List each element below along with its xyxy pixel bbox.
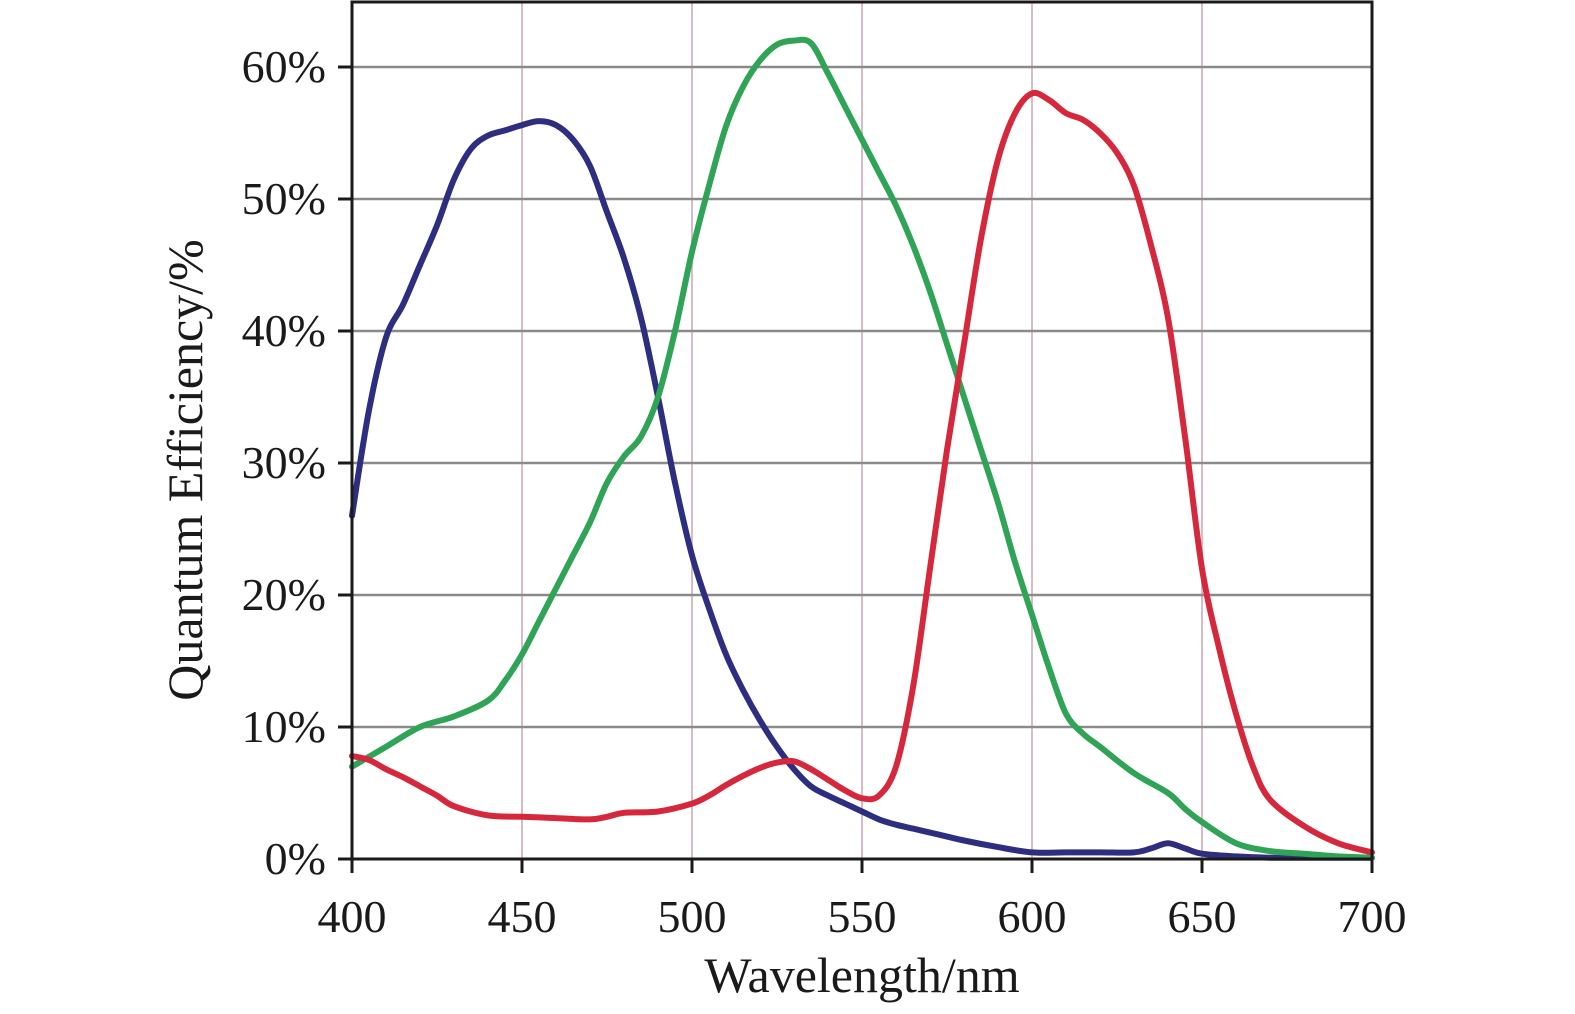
y-tick-label: 60% [242, 41, 326, 92]
series-line-red [349, 89, 1375, 856]
y-tick-label: 40% [242, 305, 326, 356]
series-layer [349, 36, 1375, 861]
x-tick-labels: 400 450 500 550 600 650 700 [318, 891, 1407, 942]
x-tick-label: 400 [318, 891, 387, 942]
y-tick-label: 20% [242, 569, 326, 620]
x-tick-label: 650 [1168, 891, 1237, 942]
series-line-green [349, 36, 1375, 861]
ticks [338, 65, 1374, 873]
x-tick-label: 600 [998, 891, 1067, 942]
x-tick-label: 450 [488, 891, 557, 942]
y-tick-label: 30% [242, 437, 326, 488]
y-axis-title: Quantum Efficiency/% [157, 239, 213, 700]
x-tick-label: 550 [828, 891, 897, 942]
y-tick-label: 10% [242, 701, 326, 752]
y-tick-label: 50% [242, 173, 326, 224]
series-line-blue [349, 118, 1375, 861]
x-tick-label: 700 [1338, 891, 1407, 942]
y-tick-label: 0% [265, 833, 326, 884]
x-tick-label: 500 [658, 891, 727, 942]
y-tick-labels: 0% 10% 20% 30% 40% 50% 60% [242, 41, 326, 884]
x-axis-title: Wavelength/nm [704, 947, 1019, 1003]
